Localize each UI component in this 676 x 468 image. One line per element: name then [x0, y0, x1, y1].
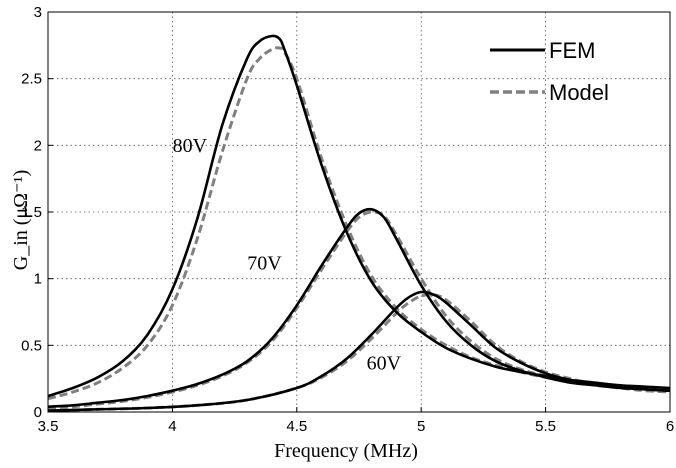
y-tick-label: 2 — [34, 137, 42, 154]
x-tick-label: 4 — [168, 418, 176, 435]
x-tick-label: 4.5 — [286, 418, 307, 435]
series-line-model-60v — [47, 292, 671, 413]
y-tick-label: 0.5 — [21, 337, 42, 354]
series-line-fem-70v — [47, 207, 671, 408]
series-layer — [47, 34, 671, 413]
x-tick-label: 6 — [666, 418, 674, 435]
y-tick-label: 1.5 — [21, 204, 42, 221]
series-line-fem-80v — [47, 34, 671, 398]
series-line-model-70v — [47, 210, 671, 410]
y-axis-label: G_in (μΩ⁻¹) — [10, 170, 32, 270]
x-tick-label: 5.5 — [535, 418, 556, 435]
curve-label-80v: 80V — [173, 135, 208, 157]
series-line-fem-60v — [47, 290, 671, 412]
curve-label-60v: 60V — [367, 352, 402, 374]
y-tick-label: 3 — [34, 4, 42, 21]
tick-layer: 3.5 4 4.5 5 5.5 6 0 0.5 1 1.5 2 2.5 3 — [21, 4, 674, 435]
x-tick-label: 5 — [417, 418, 425, 435]
x-axis-label: Frequency (MHz) — [274, 440, 418, 462]
y-tick-label: 0 — [34, 404, 42, 421]
y-tick-label: 1 — [34, 271, 42, 288]
curve-label-70v: 70V — [247, 252, 282, 274]
x-tick-label: 3.5 — [38, 418, 59, 435]
annot-layer: 80V 70V 60V — [173, 135, 402, 374]
legend: FEM Model — [490, 38, 609, 105]
legend-label-model: Model — [549, 80, 609, 105]
y-tick-label: 2.5 — [21, 71, 42, 88]
legend-label-fem: FEM — [549, 38, 595, 63]
